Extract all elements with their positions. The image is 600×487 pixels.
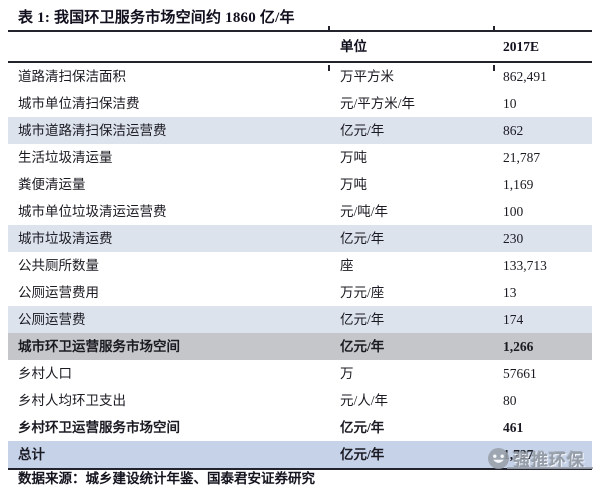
- column-tick: [493, 65, 495, 71]
- row-value: 57661: [503, 366, 537, 381]
- market-space-table: 单位 2017E 道路清扫保洁面积 万平方米 862,491 城市单位清扫保洁费…: [8, 26, 592, 470]
- row-label: 生活垃圾清运量: [18, 150, 113, 165]
- table-row-subtotal: 公厕运营费 亿元/年 174: [8, 306, 592, 333]
- row-label: 粪便清运量: [18, 177, 86, 192]
- row-value: 1,169: [503, 177, 534, 192]
- column-tick: [328, 65, 330, 71]
- table-row: 粪便清运量 万吨 1,169: [8, 171, 592, 198]
- row-value: 80: [503, 393, 517, 408]
- row-label: 公共厕所数量: [18, 258, 99, 273]
- table-body: 道路清扫保洁面积 万平方米 862,491 城市单位清扫保洁费 元/平方米/年 …: [8, 63, 592, 470]
- table-row: 公共厕所数量 座 133,713: [8, 252, 592, 279]
- row-value: 10: [503, 96, 517, 111]
- row-label: 城市单位垃圾清运运营费: [18, 204, 167, 219]
- row-value: 13: [503, 285, 517, 300]
- table-row-grand-total: 总计 亿元/年 1,727: [8, 441, 592, 468]
- column-tick: [328, 26, 330, 32]
- row-value: 862,491: [503, 69, 547, 84]
- table-row: 乡村人均环卫支出 元/人/年 80: [8, 387, 592, 414]
- row-value: 133,713: [503, 258, 547, 273]
- table-row-subtotal: 城市垃圾清运费 亿元/年 230: [8, 225, 592, 252]
- row-label: 乡村人均环卫支出: [18, 393, 126, 408]
- row-value: 1,266: [503, 339, 534, 354]
- row-unit: 元/吨/年: [340, 204, 389, 219]
- table-row: 生活垃圾清运量 万吨 21,787: [8, 144, 592, 171]
- row-label: 道路清扫保洁面积: [18, 69, 126, 84]
- row-label: 乡村人口: [18, 366, 72, 381]
- data-source-note: 数据来源：城乡建设统计年鉴、国泰君安证券研究: [18, 471, 315, 486]
- table-row-rural-total: 乡村环卫运营服务市场空间 亿元/年 461: [8, 414, 592, 441]
- page-title: 表 1: 我国环卫服务市场空间约 1860 亿/年: [18, 10, 295, 26]
- table-row: 道路清扫保洁面积 万平方米 862,491: [8, 63, 592, 90]
- row-label: 公厕运营费用: [18, 285, 99, 300]
- table-row-subtotal: 城市道路清扫保洁运营费 亿元/年 862: [8, 117, 592, 144]
- table-header-row: 单位 2017E: [8, 26, 592, 71]
- row-value: 21,787: [503, 150, 541, 165]
- row-value: 174: [503, 312, 524, 327]
- row-unit: 亿元/年: [340, 447, 385, 462]
- row-label: 城市环卫运营服务市场空间: [18, 339, 180, 354]
- row-label: 乡村环卫运营服务市场空间: [18, 420, 180, 435]
- row-value: 100: [503, 204, 524, 219]
- row-value: 230: [503, 231, 524, 246]
- row-label: 总计: [18, 447, 45, 462]
- row-unit: 万吨: [340, 150, 367, 165]
- row-label: 城市道路清扫保洁运营费: [18, 123, 167, 138]
- row-unit: 万吨: [340, 177, 367, 192]
- row-unit: 万: [340, 366, 354, 381]
- row-unit: 亿元/年: [340, 420, 385, 435]
- row-unit: 元/平方米/年: [340, 96, 416, 111]
- row-value: 1,727: [503, 447, 534, 462]
- row-label: 城市单位清扫保洁费: [18, 96, 140, 111]
- row-unit: 元/人/年: [340, 393, 389, 408]
- header-year-label: 2017E: [503, 39, 540, 54]
- header-unit-label: 单位: [340, 39, 367, 54]
- column-tick: [493, 26, 495, 32]
- row-unit: 万平方米: [340, 69, 394, 84]
- table-row: 公厕运营费用 万元/座 13: [8, 279, 592, 306]
- row-value: 862: [503, 123, 524, 138]
- table-row-city-total: 城市环卫运营服务市场空间 亿元/年 1,266: [8, 333, 592, 360]
- row-unit: 亿元/年: [340, 312, 385, 327]
- row-label: 公厕运营费: [18, 312, 86, 327]
- row-unit: 亿元/年: [340, 339, 385, 354]
- row-unit: 座: [340, 258, 354, 273]
- table-row: 城市单位清扫保洁费 元/平方米/年 10: [8, 90, 592, 117]
- table-row: 乡村人口 万 57661: [8, 360, 592, 387]
- row-unit: 亿元/年: [340, 123, 385, 138]
- row-unit: 万元/座: [340, 285, 385, 300]
- row-label: 城市垃圾清运费: [18, 231, 113, 246]
- row-unit: 亿元/年: [340, 231, 385, 246]
- row-value: 461: [503, 420, 524, 435]
- table-row: 城市单位垃圾清运运营费 元/吨/年 100: [8, 198, 592, 225]
